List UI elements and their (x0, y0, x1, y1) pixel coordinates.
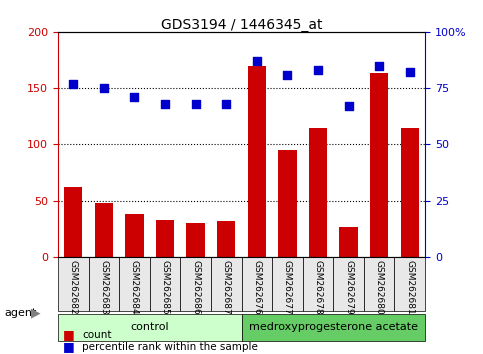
Bar (278, 150, 297, 257)
Text: ■: ■ (63, 328, 74, 341)
Point (345, 103, 353, 109)
Bar (248, 65, 266, 257)
Text: agent: agent (5, 308, 37, 318)
Text: GSM262686: GSM262686 (191, 259, 200, 314)
FancyBboxPatch shape (272, 257, 303, 311)
FancyBboxPatch shape (303, 257, 333, 311)
Text: GSM262684: GSM262684 (130, 259, 139, 314)
FancyBboxPatch shape (180, 257, 211, 311)
Text: GSM262679: GSM262679 (344, 259, 353, 314)
Point (284, 72, 291, 78)
Text: ▶: ▶ (31, 307, 41, 320)
Bar (64, 187, 83, 257)
Point (70, 81, 77, 86)
Text: GSM262678: GSM262678 (313, 259, 323, 314)
FancyBboxPatch shape (150, 257, 180, 311)
Text: GSM262685: GSM262685 (160, 259, 170, 314)
Bar (186, 223, 205, 257)
FancyBboxPatch shape (58, 257, 88, 311)
FancyBboxPatch shape (364, 257, 395, 311)
FancyBboxPatch shape (58, 314, 242, 341)
Bar (370, 74, 388, 257)
Text: GSM262681: GSM262681 (405, 259, 414, 314)
Text: count: count (82, 330, 112, 339)
Text: GSM262683: GSM262683 (99, 259, 108, 314)
FancyBboxPatch shape (88, 257, 119, 311)
Text: medroxyprogesterone acetate: medroxyprogesterone acetate (249, 322, 418, 332)
Bar (95, 203, 113, 257)
Bar (156, 220, 174, 257)
Text: GSM262687: GSM262687 (222, 259, 231, 314)
Point (406, 69, 413, 75)
FancyBboxPatch shape (211, 257, 242, 311)
Text: GSM262677: GSM262677 (283, 259, 292, 314)
Bar (217, 221, 235, 257)
FancyBboxPatch shape (242, 257, 272, 311)
Text: GSM262676: GSM262676 (252, 259, 261, 314)
Bar (400, 127, 419, 257)
FancyBboxPatch shape (333, 257, 364, 311)
Point (253, 58, 261, 64)
Point (314, 67, 322, 73)
Bar (309, 127, 327, 257)
Point (222, 101, 230, 107)
Text: GDS3194 / 1446345_at: GDS3194 / 1446345_at (161, 18, 322, 32)
FancyBboxPatch shape (242, 314, 425, 341)
Text: ■: ■ (63, 341, 74, 353)
Text: GSM262682: GSM262682 (69, 259, 78, 314)
Bar (125, 214, 143, 257)
Point (375, 63, 383, 68)
Point (161, 101, 169, 107)
Bar (340, 227, 358, 257)
Text: control: control (130, 322, 169, 332)
Text: GSM262680: GSM262680 (375, 259, 384, 314)
FancyBboxPatch shape (119, 257, 150, 311)
FancyBboxPatch shape (395, 257, 425, 311)
Text: percentile rank within the sample: percentile rank within the sample (82, 342, 258, 352)
Point (192, 101, 199, 107)
Point (100, 85, 108, 91)
Point (130, 94, 138, 100)
